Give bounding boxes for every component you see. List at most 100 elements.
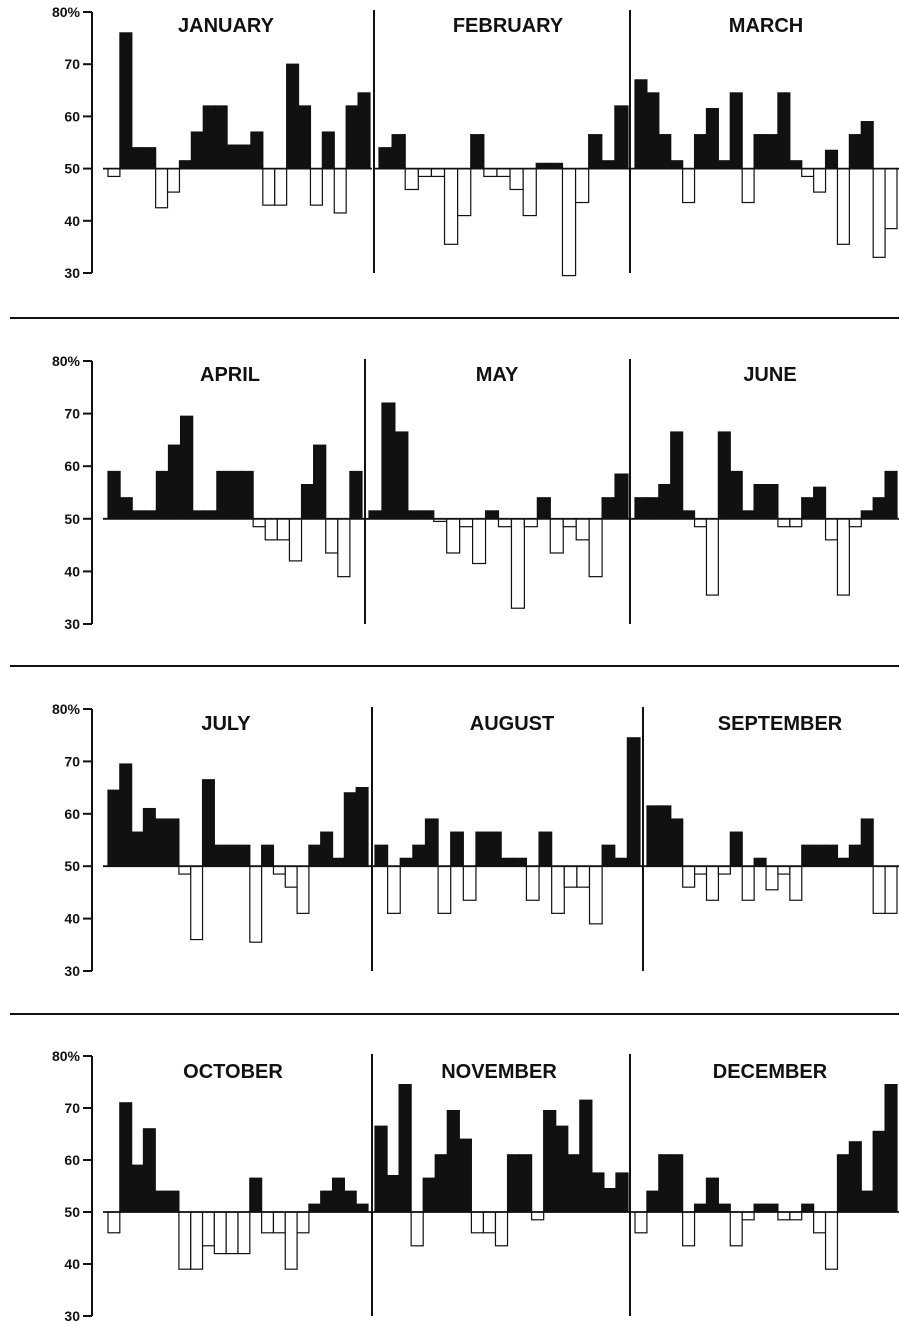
bar-above-50 [603, 1187, 617, 1213]
bar-above-50 [178, 160, 192, 170]
bar-below-50 [549, 518, 564, 554]
bar-below-50 [884, 865, 898, 914]
bar-above-50 [543, 1109, 557, 1213]
bar-above-50 [446, 1109, 460, 1213]
bar-below-50 [717, 865, 731, 875]
bar-below-50 [410, 1211, 424, 1247]
month-title: OCTOBER [183, 1061, 283, 1083]
bar-above-50 [848, 1141, 862, 1213]
bar-below-50 [497, 518, 513, 528]
bar-below-50 [333, 168, 347, 214]
y-tick-label: 80% [52, 1048, 81, 1064]
bar-above-50 [238, 144, 252, 170]
bar-below-50 [417, 168, 433, 178]
bar-above-50 [670, 160, 684, 170]
bar-below-50 [201, 1211, 215, 1247]
bar-below-50 [705, 865, 720, 901]
bar-below-50 [510, 518, 526, 609]
bar-above-50 [860, 1190, 874, 1213]
bar-below-50 [777, 518, 791, 528]
bar-below-50 [272, 1211, 286, 1234]
bar-above-50 [536, 497, 551, 520]
bar-above-50 [801, 1203, 815, 1213]
bar-above-50 [658, 484, 672, 520]
bar-above-50 [399, 857, 414, 867]
bar-below-50 [213, 1211, 227, 1255]
bar-below-50 [252, 518, 266, 528]
bar-above-50 [142, 1128, 156, 1213]
month-title: SEPTEMBER [718, 713, 843, 735]
bar-above-50 [824, 844, 839, 867]
bar-above-50 [131, 831, 145, 867]
bar-above-50 [500, 857, 515, 867]
bar-above-50 [614, 857, 628, 867]
month-title: JANUARY [178, 15, 275, 37]
bar-below-50 [741, 1211, 755, 1221]
bar-above-50 [729, 831, 743, 867]
bar-below-50 [561, 168, 577, 277]
bar-above-50 [601, 160, 616, 170]
bar-above-50 [131, 1164, 145, 1213]
bar-below-50 [261, 1211, 275, 1234]
month-title: NOVEMBER [441, 1061, 557, 1083]
bar-below-50 [274, 168, 288, 206]
bar-below-50 [190, 1211, 204, 1270]
bar-above-50 [801, 844, 815, 867]
bar-below-50 [494, 1211, 509, 1247]
bar-below-50 [237, 1211, 251, 1255]
bar-below-50 [457, 168, 472, 217]
bar-below-50 [836, 168, 850, 245]
bar-below-50 [872, 865, 886, 914]
bar-above-50 [836, 1154, 850, 1213]
bar-below-50 [824, 518, 839, 541]
y-tick-label: 70 [64, 1100, 80, 1116]
bar-above-50 [345, 105, 359, 170]
bar-above-50 [368, 510, 383, 520]
y-tick-label: 80% [52, 353, 81, 369]
bar-above-50 [228, 470, 242, 520]
bar-above-50 [753, 857, 767, 867]
bar-above-50 [765, 484, 779, 520]
bar-above-50 [475, 831, 490, 867]
bar-below-50 [789, 1211, 803, 1221]
bar-above-50 [705, 1177, 719, 1213]
bar-above-50 [470, 134, 485, 170]
bar-above-50 [860, 121, 874, 170]
y-tick-label: 40 [64, 213, 80, 229]
bar-below-50 [337, 518, 351, 578]
bar-below-50 [107, 1211, 121, 1234]
bar-above-50 [355, 786, 369, 867]
bar-above-50 [343, 1190, 357, 1213]
bar-above-50 [308, 844, 322, 867]
bar-above-50 [634, 79, 648, 170]
y-tick-label: 40 [64, 1256, 80, 1272]
bar-above-50 [313, 444, 327, 520]
bar-above-50 [658, 805, 672, 867]
bar-below-50 [325, 518, 339, 554]
bar-above-50 [658, 1154, 672, 1213]
bar-above-50 [297, 105, 312, 170]
bar-above-50 [813, 844, 827, 867]
bar-above-50 [765, 134, 779, 170]
bar-below-50 [574, 168, 590, 204]
bar-above-50 [167, 444, 182, 520]
y-tick-label: 60 [64, 1152, 80, 1168]
bar-above-50 [349, 470, 363, 520]
bar-above-50 [357, 92, 371, 170]
bar-above-50 [693, 134, 708, 170]
bar-above-50 [789, 160, 803, 170]
bar-below-50 [576, 865, 591, 888]
bar-above-50 [872, 497, 886, 520]
bar-above-50 [331, 1177, 345, 1213]
bar-below-50 [848, 518, 862, 528]
month-title: MARCH [729, 15, 803, 37]
bar-above-50 [398, 1083, 412, 1213]
bar-below-50 [446, 518, 461, 554]
bar-above-50 [320, 831, 334, 867]
bar-above-50 [753, 1203, 767, 1213]
bar-below-50 [789, 865, 803, 901]
bar-below-50 [813, 1211, 827, 1234]
bar-above-50 [753, 484, 767, 520]
bar-below-50 [872, 168, 886, 258]
